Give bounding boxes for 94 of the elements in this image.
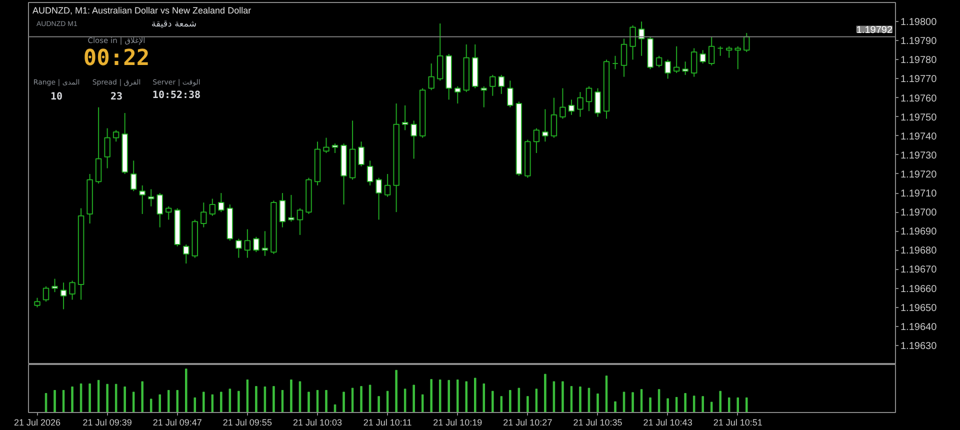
annotation: 10 xyxy=(50,92,63,102)
y-tick-label: 1.19660 xyxy=(900,284,938,295)
candlestick xyxy=(34,297,40,308)
candlestick xyxy=(550,97,558,138)
x-tick-label: 21 Jul 10:27 xyxy=(503,418,552,428)
chart-title: AUDNZD, M1: Australian Dollar vs New Zealand Dollar xyxy=(32,6,252,16)
x-tick-label: 21 Jul 10:51 xyxy=(713,418,762,428)
candlestick xyxy=(200,202,207,228)
candlestick xyxy=(288,194,294,222)
y-tick-label: 1.19760 xyxy=(900,93,938,104)
annotation: 00:22 xyxy=(83,46,150,71)
y-tick-label: 1.19690 xyxy=(900,226,938,238)
candlestick xyxy=(244,228,251,258)
candlestick xyxy=(664,59,671,80)
x-tick-label: 21 Jul 09:47 xyxy=(152,418,202,428)
candlestick xyxy=(454,86,461,104)
candlestick xyxy=(410,120,417,160)
candlestick xyxy=(402,104,408,131)
x-tick-label: 21 Jul 09:55 xyxy=(222,418,272,428)
candlestick xyxy=(42,286,50,302)
y-tick-label: 1.19700 xyxy=(900,208,938,219)
candlestick xyxy=(130,160,137,192)
y-tick-label: 1.19730 xyxy=(900,150,938,162)
candlestick xyxy=(630,24,636,60)
candlestick xyxy=(620,38,628,78)
x-tick-label: 21 Jul 10:03 xyxy=(292,418,342,428)
candlestick xyxy=(279,192,286,228)
candlestick xyxy=(498,74,505,94)
y-tick-label: 1.19780 xyxy=(900,55,938,66)
candlestick xyxy=(594,88,601,118)
candlestick xyxy=(384,173,391,198)
candlestick xyxy=(183,244,190,264)
candlestick xyxy=(673,46,680,74)
candlestick xyxy=(236,238,242,258)
annotation: 23 xyxy=(110,92,123,102)
x-tick-label: 21 Jul 09:39 xyxy=(82,418,132,428)
candlestick xyxy=(682,61,688,76)
x-tick-label: 21 Jul 10:35 xyxy=(573,418,622,428)
candlestick xyxy=(533,128,540,154)
candlestick xyxy=(209,198,216,216)
candlestick xyxy=(542,108,548,142)
y-tick-label: 1.19640 xyxy=(900,322,938,333)
candlestick xyxy=(332,142,338,154)
y-tick-label: 1.19630 xyxy=(900,340,938,352)
y-tick-label: 1.19650 xyxy=(900,302,938,314)
candlestick xyxy=(296,208,304,236)
candlestick xyxy=(218,192,224,213)
candlestick xyxy=(112,130,120,142)
ref-line-label: 1.19792 xyxy=(856,24,893,36)
candlestick xyxy=(690,48,698,78)
x-tick-label: 21 Jul 2026 xyxy=(14,418,61,428)
candlestick xyxy=(490,74,496,96)
y-tick-label: 1.19670 xyxy=(900,264,938,276)
candlestick xyxy=(358,141,364,167)
candlestick xyxy=(52,278,58,293)
candlestick xyxy=(734,46,741,70)
candlestick xyxy=(717,46,724,56)
candlestick xyxy=(376,177,382,220)
y-tick-label: 1.19710 xyxy=(900,188,938,200)
y-tick-label: 1.19750 xyxy=(900,112,938,124)
y-tick-label: 1.19790 xyxy=(900,36,938,48)
candlestick xyxy=(656,55,662,68)
candlestick xyxy=(165,206,172,220)
candlestick xyxy=(104,128,110,169)
candlestick xyxy=(60,282,67,310)
y-tick-label: 1.19770 xyxy=(900,74,938,86)
annotation: شمعة دقيقة xyxy=(151,20,197,30)
candlestick xyxy=(366,160,374,186)
candlestick xyxy=(436,22,444,82)
y-tick-label: 1.19740 xyxy=(900,131,938,142)
x-tick-label: 21 Jul 10:19 xyxy=(433,418,482,428)
candlestick xyxy=(700,50,706,64)
candlestick xyxy=(428,62,434,91)
x-tick-label: 21 Jul 10:11 xyxy=(363,418,412,428)
candlestick xyxy=(708,36,715,66)
candlestick xyxy=(139,184,146,214)
candlestick xyxy=(586,86,592,112)
candlestick xyxy=(480,86,488,108)
annotation: 10:52:38 xyxy=(152,90,201,101)
candlestick xyxy=(69,280,76,300)
candlestick xyxy=(156,192,163,228)
candlestick xyxy=(253,236,260,253)
candlestick xyxy=(507,80,514,108)
y-tick-label: 1.19680 xyxy=(900,246,938,257)
candlestick xyxy=(577,92,584,118)
candlestick xyxy=(726,46,732,58)
y-tick-label: 1.19800 xyxy=(900,17,938,28)
candlestick xyxy=(95,106,102,184)
candlestick xyxy=(568,99,575,116)
x-tick-label: 21 Jul 10:43 xyxy=(643,418,692,428)
candlestick xyxy=(323,137,330,154)
candlestick xyxy=(560,88,566,120)
y-tick-label: 1.19720 xyxy=(900,169,938,180)
candlestick xyxy=(612,55,618,70)
